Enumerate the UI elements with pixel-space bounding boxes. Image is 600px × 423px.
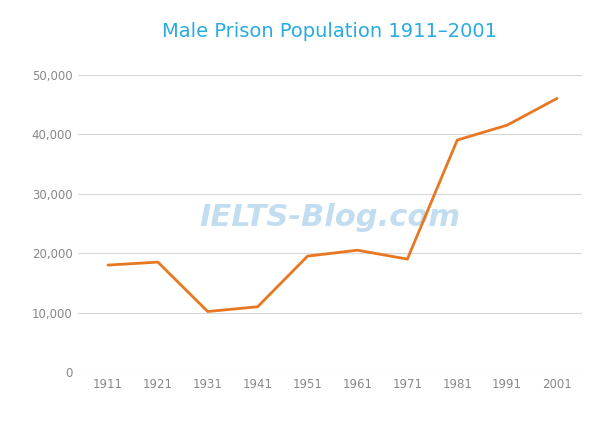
Text: IELTS-Blog.com: IELTS-Blog.com: [199, 203, 461, 232]
Title: Male Prison Population 1911–2001: Male Prison Population 1911–2001: [163, 22, 497, 41]
